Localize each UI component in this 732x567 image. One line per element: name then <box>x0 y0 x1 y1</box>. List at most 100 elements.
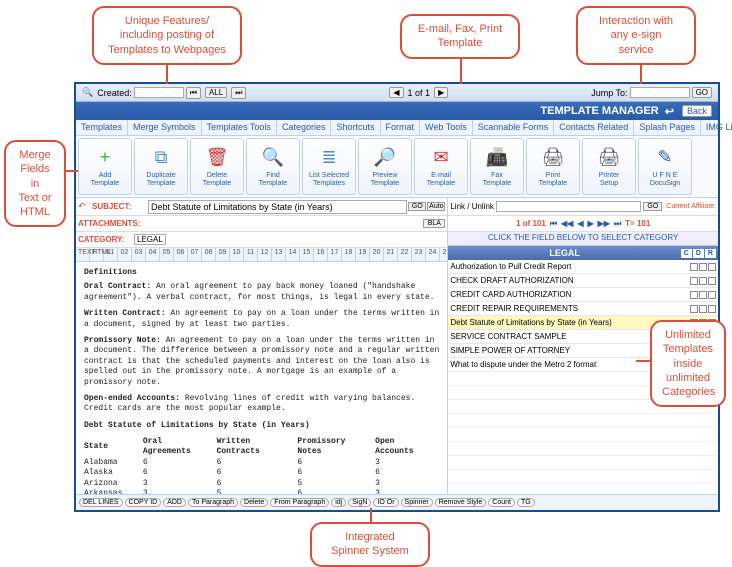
list-item[interactable]: Authorization to Pull Credit Report <box>448 260 718 274</box>
tool-e-mail-template[interactable]: ✉E-mailTemplate <box>414 138 468 195</box>
tool-duplicate-template[interactable]: ⧉DuplicateTemplate <box>134 138 188 195</box>
numtab-12[interactable]: 12 <box>258 248 272 261</box>
bottom-from-paragraph[interactable]: From Paragraph <box>270 498 329 507</box>
template-editor[interactable]: Definitions Oral Contract: An oral agree… <box>76 262 447 494</box>
bottom-count[interactable]: Count <box>488 498 515 507</box>
numtab-10[interactable]: 10 <box>230 248 244 261</box>
left-pane: ↶ SUBJECT: GO Auto ATTACHMENTS: BLA CATE… <box>76 198 448 494</box>
nav-prev[interactable]: ◀ <box>389 87 403 98</box>
back-button[interactable]: Back <box>682 105 712 117</box>
menu-merge-symbols[interactable]: Merge Symbols <box>128 120 202 135</box>
tool-find-template[interactable]: 🔍FindTemplate <box>246 138 300 195</box>
numtab-13[interactable]: 13 <box>272 248 286 261</box>
created-input[interactable] <box>134 87 184 98</box>
table-title: Debt Statute of Limitations by State (in… <box>84 421 439 431</box>
tool-add-template[interactable]: +AddTemplate <box>78 138 132 195</box>
bottom-tg[interactable]: TG <box>517 498 535 507</box>
numtab-07[interactable]: 07 <box>188 248 202 261</box>
numtab-21[interactable]: 21 <box>384 248 398 261</box>
bottom-remove-style[interactable]: Remove Style <box>435 498 487 507</box>
numtab-04[interactable]: 04 <box>146 248 160 261</box>
numtab-20[interactable]: 20 <box>370 248 384 261</box>
numtab-11[interactable]: 11 <box>244 248 258 261</box>
numtab-24[interactable]: 24 <box>426 248 440 261</box>
numtab-03[interactable]: 03 <box>132 248 146 261</box>
numtab-17[interactable]: 17 <box>328 248 342 261</box>
menu-scannable-forms[interactable]: Scannable Forms <box>473 120 555 135</box>
bottom-io-or[interactable]: IO Or <box>373 498 398 507</box>
numtab-18[interactable]: 18 <box>342 248 356 261</box>
numtab-01[interactable]: 01 <box>104 248 118 261</box>
cat-btn-r[interactable]: R <box>705 249 716 258</box>
numtab-06[interactable]: 06 <box>174 248 188 261</box>
subject-go[interactable]: GO <box>408 202 426 211</box>
nav-count-right: T= 101 <box>625 219 650 228</box>
bottom-sign[interactable]: SigN <box>348 498 371 507</box>
numtab-19[interactable]: 19 <box>356 248 370 261</box>
nav-fwd-icon[interactable]: ▶ <box>588 219 594 228</box>
bottom-del-lines[interactable]: DEL LINES <box>79 498 123 507</box>
cat-btn-d[interactable]: D <box>693 249 704 258</box>
menu-web-tools[interactable]: Web Tools <box>420 120 473 135</box>
subject-input[interactable] <box>148 200 407 214</box>
bottom-to-paragraph[interactable]: To Paragraph <box>188 498 238 507</box>
numtab-16[interactable]: 16 <box>314 248 328 261</box>
bottom-idj[interactable]: idj <box>331 498 346 507</box>
numtab-15[interactable]: 15 <box>300 248 314 261</box>
link-go[interactable]: GO <box>643 202 662 211</box>
numtab-02[interactable]: 02 <box>118 248 132 261</box>
bottom-spinner[interactable]: Spinner <box>401 498 433 507</box>
nav-count-left: 1 of 101 <box>516 219 546 228</box>
list-item[interactable]: CHECK DRAFT AUTHORIZATION <box>448 274 718 288</box>
right-header: Link / Unlink GO Current Affiliate: <box>448 198 718 216</box>
numtab-23[interactable]: 23 <box>412 248 426 261</box>
numtab-14[interactable]: 14 <box>286 248 300 261</box>
cat-btn-c[interactable]: C <box>681 249 692 258</box>
search-icon[interactable]: 🔍 <box>82 87 93 98</box>
menu-splash-pages[interactable]: Splash Pages <box>634 120 701 135</box>
bottom-add[interactable]: ADD <box>163 498 186 507</box>
list-item[interactable]: CREDIT CARD AUTHORIZATION <box>448 288 718 302</box>
numtab-09[interactable]: 09 <box>216 248 230 261</box>
nav-prev-icon[interactable]: ◀◀ <box>561 219 573 228</box>
menu-format[interactable]: Format <box>381 120 421 135</box>
undo-icon[interactable]: ↶ <box>78 201 92 212</box>
nav-first-icon[interactable]: ⏮ <box>550 219 557 229</box>
back-arrow-icon: ↩ <box>665 105 674 118</box>
numtab-08[interactable]: 08 <box>202 248 216 261</box>
link-input[interactable] <box>496 201 641 212</box>
numtab-05[interactable]: 05 <box>160 248 174 261</box>
nav-first[interactable]: ⏮ <box>186 87 201 99</box>
tab-text[interactable]: TEXT <box>76 248 90 261</box>
tool-fax-template[interactable]: 📠FaxTemplate <box>470 138 524 195</box>
tab-html[interactable]: HTML <box>90 248 104 261</box>
tool-u-f-n-e-docusign[interactable]: ✎U F N EDocuSign <box>638 138 692 195</box>
bottom-copy-id[interactable]: COPY ID <box>125 498 162 507</box>
nav-last[interactable]: ⏭ <box>231 87 246 99</box>
jump-go[interactable]: GO <box>692 87 712 98</box>
numtab-22[interactable]: 22 <box>398 248 412 261</box>
nav-next-icon[interactable]: ▶▶ <box>598 219 610 228</box>
menu-templates[interactable]: Templates <box>76 120 128 135</box>
menu-contacts-related[interactable]: Contacts Related <box>554 120 634 135</box>
nav-last-icon[interactable]: ⏭ <box>614 219 621 229</box>
menu-img-link-builder[interactable]: IMG Link Builder <box>701 120 732 135</box>
numtab-25[interactable]: 25 <box>440 248 447 261</box>
tool-print-template[interactable]: 🖨PrintTemplate <box>526 138 580 195</box>
tool-printer-setup[interactable]: 🖨PrinterSetup <box>582 138 636 195</box>
tool-list-selected-templates[interactable]: ≣List SelectedTemplates <box>302 138 356 195</box>
nav-all[interactable]: ALL <box>205 87 227 98</box>
nav-back-icon[interactable]: ◀ <box>577 219 583 228</box>
jump-input[interactable] <box>630 87 690 98</box>
list-item[interactable]: CREDIT REPAIR REQUIREMENTS <box>448 302 718 316</box>
category-value[interactable]: LEGAL <box>134 234 166 245</box>
subject-auto[interactable]: Auto <box>427 202 445 211</box>
menu-templates-tools[interactable]: Templates Tools <box>202 120 277 135</box>
nav-next[interactable]: ▶ <box>434 87 448 98</box>
menu-shortcuts[interactable]: Shortcuts <box>331 120 380 135</box>
tool-delete-template[interactable]: 🗑DeleteTemplate <box>190 138 244 195</box>
tool-preview-template[interactable]: 🔎PreviewTemplate <box>358 138 412 195</box>
bla-button[interactable]: BLA <box>423 219 445 228</box>
menu-categories[interactable]: Categories <box>277 120 332 135</box>
bottom-delete[interactable]: Delete <box>240 498 268 507</box>
